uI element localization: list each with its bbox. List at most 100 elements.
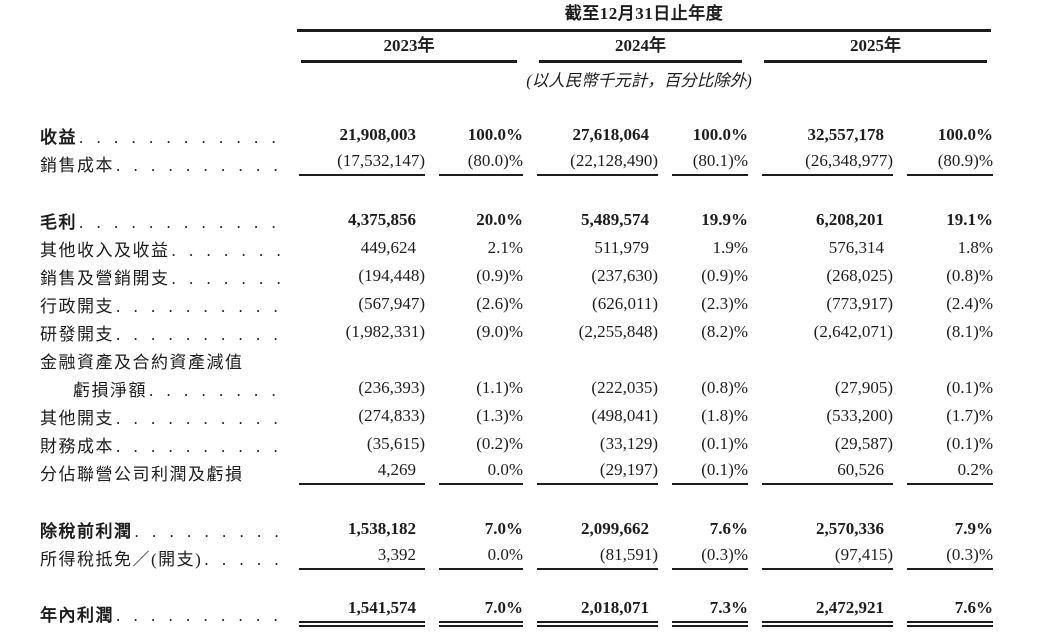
amount-value: (533,200)	[826, 406, 893, 425]
row-label: 銷售成本	[40, 156, 114, 175]
percent-cell: 1.8%	[893, 233, 993, 261]
percent-value: 100.0%	[467, 125, 523, 144]
percent-cell: (1.7)%	[893, 401, 993, 429]
percent-cell	[658, 345, 748, 373]
amount-value: 1,541,574	[299, 598, 425, 627]
period-header-row: 截至12月31日止年度	[40, 4, 993, 33]
spacer-row	[40, 176, 993, 205]
period-title: 截至12月31日止年度	[297, 4, 991, 33]
amount-value: (2,642,071)	[813, 322, 893, 341]
amount-value: 21,908,003	[339, 125, 417, 144]
row-label: 金融資產及合約資產減值	[40, 353, 244, 372]
year-label-2023: 2023年	[301, 36, 517, 64]
amount-value: 2,099,662	[581, 519, 649, 538]
table-row: 行政開支 (567,947) (2.6)% (626,011) (2.3)% (773,9…	[40, 289, 993, 317]
row-label: 研發開支	[40, 325, 114, 344]
amount-value: (268,025)	[826, 266, 893, 285]
amount-value: 4,269	[299, 460, 425, 486]
amount-cell: 2,472,921	[748, 598, 893, 627]
amount-cell: 511,979	[523, 233, 658, 261]
leader-dots	[170, 269, 286, 289]
row-label: 所得稅抵免／(開支)	[40, 550, 203, 569]
percent-value: (80.9)%	[907, 151, 993, 177]
percent-cell: (0.8)%	[658, 373, 748, 401]
row-label: 年內利潤	[40, 606, 114, 626]
percent-cell: (0.9)%	[658, 261, 748, 289]
percent-value: 2.1%	[487, 238, 523, 257]
percent-value: (8.1)%	[946, 322, 993, 341]
table-row: 研發開支 (1,982,331) (9.0)% (2,255,848) (8.2)% (2…	[40, 317, 993, 345]
row-label-cell: 除稅前利潤	[40, 514, 285, 542]
percent-value: 20.0%	[476, 210, 523, 229]
amount-cell: 5,489,574	[523, 205, 658, 233]
spacer-cell	[40, 485, 993, 514]
leader-dots	[170, 241, 286, 261]
unit-note: (以人民幣千元計，百分比除外)	[526, 70, 752, 90]
amount-cell: (27,905)	[748, 373, 893, 401]
amount-value: 6,208,201	[816, 210, 884, 229]
header-spacer-cell	[40, 32, 285, 63]
percent-cell: 100.0%	[893, 120, 993, 148]
amount-value: 2,472,921	[762, 598, 893, 627]
percent-cell: (0.9)%	[425, 261, 523, 289]
table-row: 毛利 4,375,856 20.0% 5,489,574 19.9% 6,208,201 1…	[40, 205, 993, 233]
leader-dots	[114, 409, 285, 429]
amount-value: (567,947)	[358, 294, 425, 313]
leader-dots	[77, 213, 285, 233]
amount-cell: 2,018,071	[523, 598, 658, 627]
row-label: 其他收入及收益	[40, 241, 170, 260]
percent-value: (0.1)%	[946, 378, 993, 397]
percent-cell: 100.0%	[425, 120, 523, 148]
row-label-cell: 財務成本	[40, 429, 285, 457]
row-label-cell: 虧損淨額	[40, 373, 285, 401]
row-label-cell: 毛利	[40, 205, 285, 233]
amount-cell: 32,557,178	[748, 120, 893, 148]
amount-cell: (2,255,848)	[523, 317, 658, 345]
percent-cell: (0.8)%	[893, 261, 993, 289]
year-header-cell-2024: 2024年	[523, 32, 748, 64]
percent-cell	[893, 345, 993, 373]
leader-dots	[114, 606, 285, 626]
amount-value: 5,489,574	[581, 210, 649, 229]
row-label-cell: 年內利潤	[40, 598, 285, 626]
row-label: 其他開支	[40, 409, 114, 428]
row-label-cell: 收益	[40, 120, 285, 148]
percent-value: (1.7)%	[946, 406, 993, 425]
amount-cell: 1,538,182	[285, 514, 425, 542]
table-row: 所得稅抵免／(開支) 3,392 0.0% (81,591) (0.3)% (97,415…	[40, 542, 993, 571]
percent-cell: (0.3)%	[658, 542, 748, 571]
amount-cell: (1,982,331)	[285, 317, 425, 345]
income-statement-table: 截至12月31日止年度 2023年 2024年 2025年 (以人民幣千元計，百…	[40, 4, 993, 627]
amount-cell	[523, 345, 658, 373]
row-label-cell: 所得稅抵免／(開支)	[40, 542, 285, 570]
amount-value: 576,314	[828, 238, 884, 257]
percent-value: 7.6%	[709, 519, 748, 538]
percent-cell: (9.0)%	[425, 317, 523, 345]
row-label-cell: 金融資產及合約資產減值	[40, 345, 285, 373]
amount-value: (29,197)	[537, 460, 658, 486]
amount-cell: (533,200)	[748, 401, 893, 429]
percent-cell: (2.4)%	[893, 289, 993, 317]
amount-value: 2,018,071	[537, 598, 658, 627]
amount-cell: 27,618,064	[523, 120, 658, 148]
percent-cell	[425, 345, 523, 373]
table-row: 金融資產及合約資產減值	[40, 345, 993, 373]
amount-value: 60,526	[762, 460, 893, 486]
amount-value: (773,917)	[826, 294, 893, 313]
percent-cell: 7.9%	[893, 514, 993, 542]
amount-cell	[285, 345, 425, 373]
percent-cell: (2.6)%	[425, 289, 523, 317]
amount-value: 4,375,856	[348, 210, 416, 229]
table-row: 銷售及營銷開支 (194,448) (0.9)% (237,630) (0.9)% (26…	[40, 261, 993, 289]
percent-cell: (8.2)%	[658, 317, 748, 345]
percent-value: 100.0%	[692, 125, 748, 144]
leader-dots	[77, 128, 285, 148]
percent-cell: (0.2)%	[425, 429, 523, 457]
header-spacer-cell	[40, 63, 285, 90]
amount-value: (29,587)	[834, 434, 893, 453]
row-label: 分佔聯營公司利潤及虧損	[40, 465, 244, 484]
amount-value: (237,630)	[591, 266, 658, 285]
percent-value: 1.8%	[957, 238, 993, 257]
percent-cell: (0.1)%	[893, 429, 993, 457]
percent-value: (8.2)%	[701, 322, 748, 341]
